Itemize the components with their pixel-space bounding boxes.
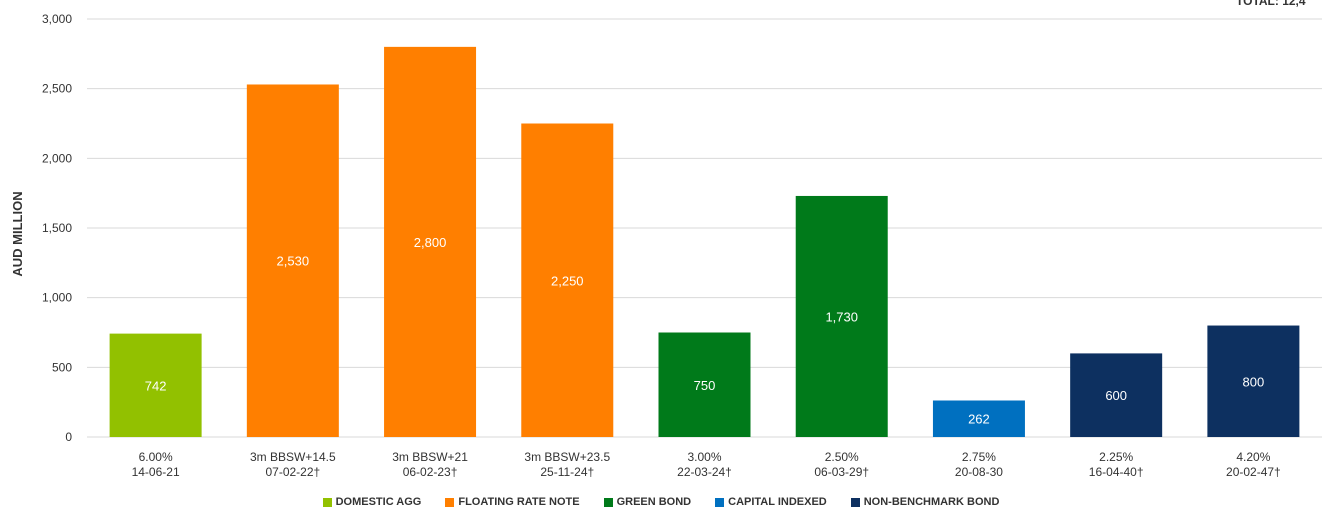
legend-label: GREEN BOND xyxy=(616,496,692,508)
bar xyxy=(521,123,614,437)
x-tick-label-line1: 2.25% xyxy=(1099,450,1133,464)
bar xyxy=(109,333,202,437)
x-tick-label-line2: 22-03-24† xyxy=(677,465,732,479)
bar xyxy=(658,332,751,437)
legend-item: FLOATING RATE NOTE xyxy=(445,496,580,508)
x-tick-label-line1: 3m BBSW+23.5 xyxy=(524,450,610,464)
bar-value-label: 2,250 xyxy=(551,273,584,288)
legend-swatch xyxy=(445,497,455,507)
legend-label: FLOATING RATE NOTE xyxy=(458,496,580,508)
x-tick-label-line1: 2.50% xyxy=(825,450,859,464)
x-tick-label-line2: 06-03-29† xyxy=(814,465,869,479)
bar-value-label: 742 xyxy=(145,378,167,393)
bar xyxy=(246,84,339,437)
y-tick-label: 1,500 xyxy=(42,221,72,235)
legend-item: DOMESTIC AGG xyxy=(322,496,422,508)
x-tick-label-line2: 14-06-21 xyxy=(132,465,180,479)
bar xyxy=(795,195,888,437)
bar-value-label: 1,730 xyxy=(825,309,858,324)
bar-value-label: 262 xyxy=(968,412,990,427)
legend-swatch xyxy=(603,497,613,507)
bar xyxy=(1070,353,1163,437)
y-tick-label: 1,000 xyxy=(42,291,72,305)
x-tick-label-line2: 16-04-40† xyxy=(1089,465,1144,479)
x-tick-label-line1: 3m BBSW+21 xyxy=(392,450,468,464)
total-note: TOTAL: 12,4 xyxy=(1236,0,1306,8)
bar-value-label: 800 xyxy=(1243,374,1265,389)
x-tick-label-line2: 07-02-22† xyxy=(265,465,320,479)
x-tick-label-line2: 20-02-47† xyxy=(1226,465,1281,479)
bar xyxy=(384,46,477,437)
x-axis-categories: 6.00%14-06-21 3m BBSW+14.507-02-22† 3m BBS… xyxy=(132,450,1281,479)
legend-item: CAPITAL INDEXED xyxy=(715,496,827,508)
bar-value-label: 2,530 xyxy=(277,254,310,269)
x-tick-label-line1: 3m BBSW+14.5 xyxy=(250,450,336,464)
legend-label: NON-BENCHMARK BOND xyxy=(863,496,1000,508)
bar xyxy=(932,400,1025,437)
legend-swatch xyxy=(322,497,332,507)
y-tick-label: 0 xyxy=(65,430,72,444)
legend: DOMESTIC AGG FLOATING RATE NOTE GREEN BOND… xyxy=(0,496,1322,508)
bar-value-label: 600 xyxy=(1105,388,1127,403)
y-tick-label: 2,500 xyxy=(42,82,72,96)
legend-swatch xyxy=(715,497,725,507)
bar-value-label: 2,800 xyxy=(414,235,447,250)
legend-item: NON-BENCHMARK BOND xyxy=(850,496,1000,508)
y-tick-label: 2,000 xyxy=(42,151,72,165)
y-tick-label: 3,000 xyxy=(42,12,72,26)
bars: 742 2,530 2,800 2,250 750 1,730 262 600 800 xyxy=(109,46,1300,437)
bar-value-label: 750 xyxy=(694,378,716,393)
x-tick-label-line1: 6.00% xyxy=(139,450,173,464)
x-tick-label-line1: 2.75% xyxy=(962,450,996,464)
legend-label: CAPITAL INDEXED xyxy=(728,496,827,508)
legend-label: DOMESTIC AGG xyxy=(335,496,422,508)
y-axis-ticks: 0 500 1,000 1,500 2,000 2,500 3,000 xyxy=(42,12,72,444)
x-tick-label-line1: 4.20% xyxy=(1236,450,1270,464)
legend-swatch xyxy=(850,497,860,507)
y-axis-label: AUD MILLION xyxy=(10,191,25,276)
legend-item: GREEN BOND xyxy=(603,496,692,508)
bar xyxy=(1207,325,1300,437)
x-tick-label-line2: 25-11-24† xyxy=(540,465,594,479)
x-tick-label-line1: 3.00% xyxy=(687,450,721,464)
x-tick-label-line2: 20-08-30 xyxy=(955,465,1003,479)
x-tick-label-line2: 06-02-23† xyxy=(403,465,458,479)
y-tick-label: 500 xyxy=(52,360,72,374)
bar-chart: 0 500 1,000 1,500 2,000 2,500 3,000 742 2,530 2,… xyxy=(10,0,1322,479)
